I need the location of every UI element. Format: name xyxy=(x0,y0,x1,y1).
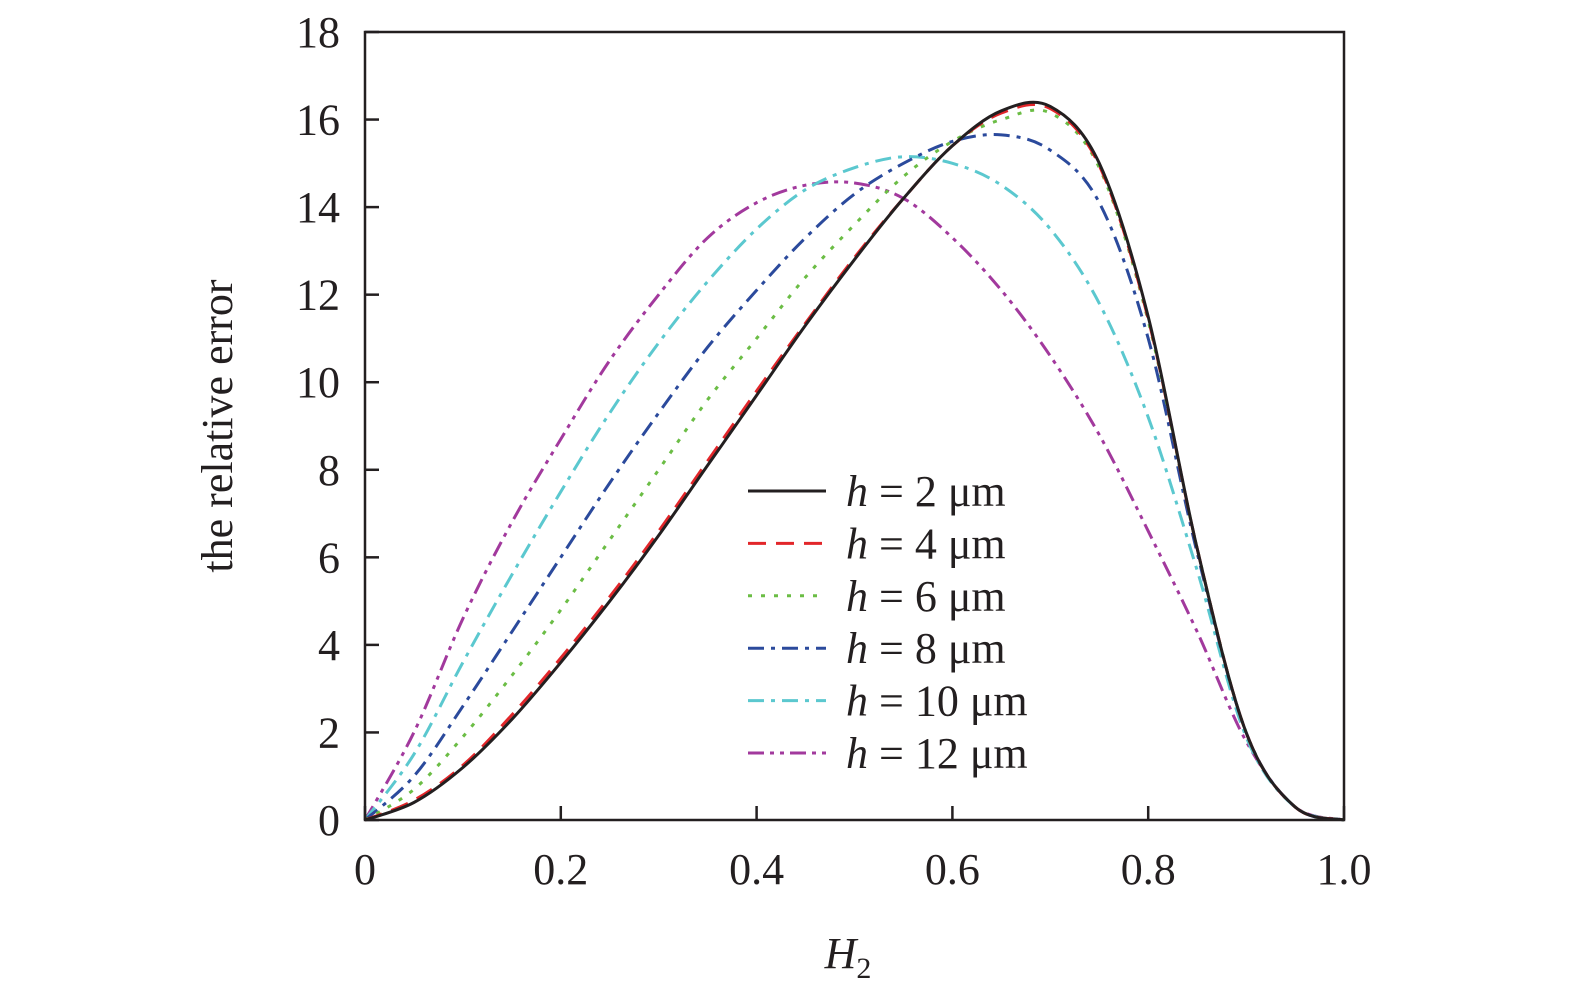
legend-label: h = 2 μm xyxy=(846,467,1006,516)
legend-label-var: h xyxy=(846,677,868,726)
plot-area xyxy=(363,30,1346,822)
legend-label: h = 6 μm xyxy=(846,572,1006,621)
y-tick-label: 2 xyxy=(318,708,340,757)
legend-label-value: = 6 μm xyxy=(868,572,1006,621)
x-axis-title: H2 xyxy=(824,929,872,985)
legend-item: h = 2 μm xyxy=(748,467,1006,516)
y-tick-label: 10 xyxy=(296,358,340,407)
x-axis: 0 0.2 0.4 0.6 0.8 1.0 xyxy=(354,806,1372,894)
legend-label: h = 4 μm xyxy=(846,519,1006,568)
series-line-6 xyxy=(363,180,1345,822)
legend-label-var: h xyxy=(846,624,868,673)
y-tick-label: 16 xyxy=(296,96,340,145)
series-line-1 xyxy=(364,100,1345,822)
legend-label: h = 10 μm xyxy=(846,677,1028,726)
x-tick-label: 0 xyxy=(354,845,376,894)
legend-label-var: h xyxy=(846,572,868,621)
legend-label-value: = 12 μm xyxy=(868,729,1028,778)
x-tick-label: 0.2 xyxy=(533,845,588,894)
legend-label: h = 8 μm xyxy=(846,624,1006,673)
x-axis-title-subscript: 2 xyxy=(856,952,871,985)
legend-item: h = 4 μm xyxy=(748,519,1006,568)
legend-item: h = 10 μm xyxy=(748,677,1028,726)
series-layer xyxy=(363,100,1345,822)
legend-label-value: = 8 μm xyxy=(868,624,1006,673)
x-axis-title-main: H xyxy=(824,929,859,978)
y-tick-label: 4 xyxy=(318,621,340,670)
legend-label-var: h xyxy=(846,729,868,778)
legend-label-value: = 4 μm xyxy=(868,519,1006,568)
y-tick-label: 0 xyxy=(318,796,340,845)
legend-label-value: = 2 μm xyxy=(868,467,1006,516)
y-tick-label: 12 xyxy=(296,271,340,320)
legend-item: h = 6 μm xyxy=(748,572,1006,621)
x-tick-label: 1.0 xyxy=(1317,845,1372,894)
legend: h = 2 μmh = 4 μmh = 6 μmh = 8 μmh = 10 μ… xyxy=(748,467,1028,778)
legend-item: h = 8 μm xyxy=(748,624,1006,673)
y-axis: 0 2 4 6 8 10 12 14 16 18 xyxy=(296,8,379,845)
legend-label-var: h xyxy=(846,519,868,568)
y-tick-label: 18 xyxy=(296,8,340,57)
y-tick-label: 8 xyxy=(318,446,340,495)
series-line-5 xyxy=(363,155,1345,822)
y-tick-label: 6 xyxy=(318,533,340,582)
x-tick-label: 0.8 xyxy=(1121,845,1176,894)
y-axis-title: the relative error xyxy=(193,279,242,573)
legend-item: h = 12 μm xyxy=(748,729,1028,778)
x-tick-label: 0.6 xyxy=(925,845,980,894)
legend-label: h = 12 μm xyxy=(846,729,1028,778)
legend-label-var: h xyxy=(846,467,868,516)
y-tick-label: 14 xyxy=(296,183,340,232)
plot-frame xyxy=(363,30,1346,822)
legend-label-value: = 10 μm xyxy=(868,677,1028,726)
x-tick-label: 0.4 xyxy=(729,845,784,894)
